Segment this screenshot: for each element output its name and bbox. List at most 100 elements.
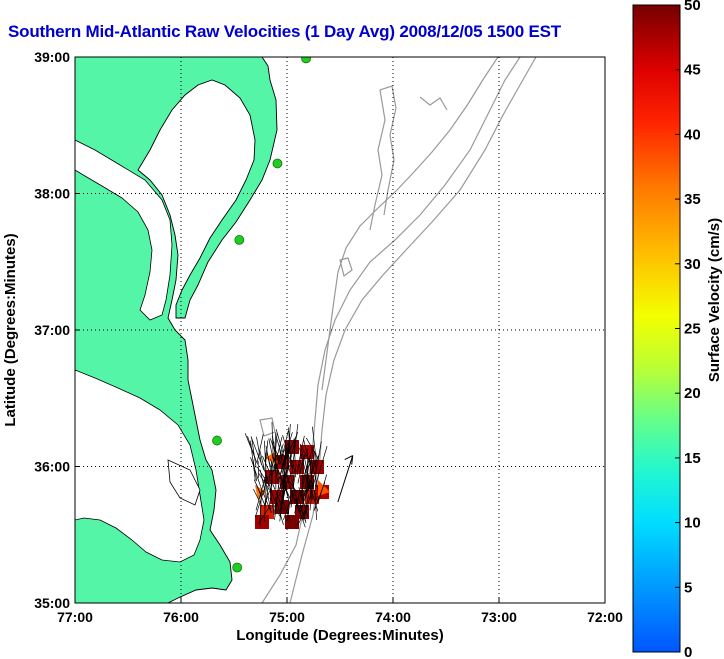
velocity-arrow [272, 484, 285, 512]
station-marker [234, 235, 245, 245]
velocity-arrow [294, 498, 306, 528]
velocity-arrow [279, 493, 291, 522]
velocity-arrow [280, 478, 292, 502]
velocity-arrow [299, 465, 309, 498]
velocity-arrow [279, 480, 286, 522]
y-axis-ticks: 39:00 38:00 37:00 36:00 35:00 [34, 49, 80, 611]
station-marker [232, 562, 243, 573]
velocity-arrow [310, 450, 316, 484]
velocity-arrow [256, 434, 264, 463]
velocity-arrow [250, 440, 256, 481]
velocity-arrow [256, 466, 270, 486]
velocity-arrow [289, 431, 298, 460]
velocity-arrow [282, 467, 295, 497]
velocity-cell [255, 515, 269, 529]
velocity-arrow [265, 440, 269, 466]
x-axis-label: Longitude (Degrees:Minutes) [236, 627, 444, 644]
velocity-arrow [269, 487, 275, 514]
grid [75, 57, 605, 603]
velocity-arrow [311, 447, 316, 465]
map-title: Southern Mid-Atlantic Raw Velocities (1 … [8, 22, 561, 41]
velocity-arrow [306, 437, 320, 460]
y-tick-label: 35:00 [34, 595, 70, 611]
velocity-arrow [293, 438, 296, 466]
velocity-arrow [279, 449, 288, 488]
velocity-arrow [262, 455, 272, 476]
velocity-arrow [298, 454, 306, 473]
velocity-arrow [302, 494, 310, 522]
velocity-arrow [298, 498, 307, 524]
velocity-arrow [315, 441, 322, 476]
velocity-arrow [302, 482, 315, 499]
colorbar-tick-label: 25 [684, 321, 701, 338]
velocity-arrow [296, 450, 304, 475]
x-axis-ticks: 77:00 76:00 75:00 74:00 73:00 72:00 [57, 598, 623, 625]
velocity-arrow [281, 430, 289, 460]
velocity-field [244, 421, 354, 529]
velocity-arrow [253, 479, 262, 495]
velocity-arrow [287, 423, 291, 465]
velocity-arrow [264, 479, 272, 513]
velocity-arrow [310, 458, 319, 490]
velocity-arrow [305, 472, 309, 499]
velocity-arrow [313, 482, 326, 512]
colorbar-tick-label: 30 [684, 256, 701, 273]
colorbar-label: Surface Velocity (cm/s) [706, 218, 723, 382]
velocity-arrow [292, 423, 299, 468]
velocity-arrow [302, 461, 304, 496]
velocity-arrow [303, 439, 313, 475]
velocity-arrow [251, 437, 257, 468]
y-tick-label: 36:00 [34, 459, 70, 475]
velocity-arrow [250, 457, 262, 487]
y-tick-label: 38:00 [34, 186, 70, 202]
velocity-arrow [288, 467, 301, 512]
velocity-arrow [255, 475, 266, 511]
x-tick-label: 76:00 [163, 609, 199, 625]
stations [212, 57, 311, 573]
x-tick-label: 74:00 [375, 609, 411, 625]
colorbar [632, 4, 681, 653]
y-tick-label: 37:00 [34, 322, 70, 338]
velocity-arrow [286, 492, 292, 522]
velocity-arrow [270, 459, 278, 477]
x-tick-label: 75:00 [269, 609, 305, 625]
station-marker [212, 435, 222, 446]
velocity-arrow [296, 435, 305, 473]
velocity-arrow [275, 429, 287, 464]
velocity-arrow [259, 491, 262, 527]
velocity-arrow [275, 443, 284, 470]
station-marker [272, 158, 283, 169]
station-marker [301, 57, 311, 64]
reference-arrow [337, 455, 354, 503]
colorbar-tick-label: 5 [684, 579, 692, 596]
velocity-arrow [271, 421, 274, 459]
velocity-arrow [265, 450, 272, 468]
velocity-arrow [302, 489, 306, 507]
colorbar-tick-label: 15 [684, 450, 701, 467]
y-tick-label: 39:00 [34, 49, 70, 65]
velocity-arrow [283, 503, 290, 520]
velocity-arrow [299, 447, 311, 490]
velocity-arrow [297, 454, 305, 484]
velocity-arrow [260, 486, 271, 511]
velocity-arrow [273, 474, 281, 515]
velocity-arrow [255, 476, 269, 518]
colorbar-tick-label: 45 [684, 62, 701, 79]
velocity-arrow [273, 458, 284, 486]
reference-arrowhead [344, 455, 354, 465]
velocity-arrow [253, 489, 263, 507]
velocity-arrow [315, 446, 328, 486]
colorbar-tick-label: 35 [684, 191, 701, 208]
velocity-arrow [264, 499, 266, 522]
x-tick-label: 72:00 [587, 609, 623, 625]
velocity-arrow [301, 445, 314, 483]
colorbar-tick-label: 10 [684, 515, 701, 532]
velocity-arrow [256, 436, 262, 465]
velocity-arrow [263, 467, 276, 502]
colorbar-tick-label: 50 [684, 0, 701, 14]
colorbar-tick-label: 0 [684, 644, 692, 659]
y-axis-label: Latitude (Degrees:Minutes) [2, 233, 19, 426]
velocity-arrow [288, 486, 302, 518]
